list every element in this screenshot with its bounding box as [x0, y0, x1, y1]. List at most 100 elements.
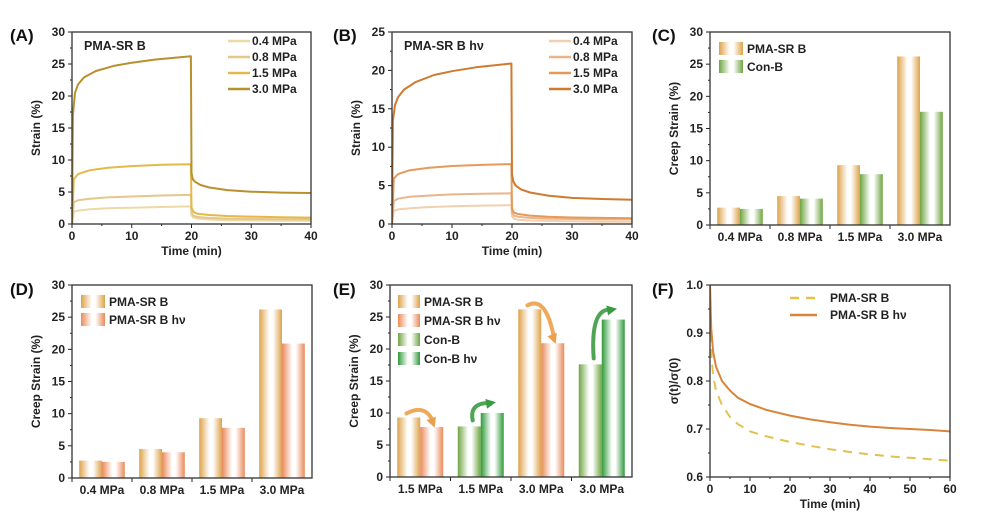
- bar-con-b: [800, 198, 823, 225]
- arrow-up-icon: [591, 307, 612, 361]
- y-tick-label: 0.6: [686, 470, 703, 484]
- x-axis-title: Time (min): [800, 497, 860, 511]
- x-tick-label: 30: [245, 229, 259, 243]
- bar-pma-sr-b: [717, 207, 740, 225]
- y-tick-label: 10: [52, 153, 66, 167]
- series-line-3-0-mpa: [72, 55, 311, 224]
- panel-label: (D): [10, 280, 34, 299]
- y-tick-label: 25: [690, 57, 704, 71]
- y-tick-label: 5: [376, 438, 383, 452]
- y-tick-label: 15: [370, 374, 384, 388]
- legend-swatch: [398, 352, 420, 365]
- y-tick-label: 30: [690, 25, 704, 39]
- series-line-pma-sr-b-h-: [710, 285, 950, 433]
- bar-con-b-h-: [480, 413, 504, 477]
- y-tick-label: 25: [52, 57, 66, 71]
- legend-swatch: [81, 295, 105, 308]
- legend-label: 3.0 MPa: [252, 82, 297, 96]
- y-tick-label: 10: [370, 406, 384, 420]
- legend-label: 0.8 MPa: [573, 50, 618, 64]
- y-tick-label: 25: [370, 310, 384, 324]
- legend-label: PMA-SR B hν: [830, 308, 907, 322]
- y-tick-label: 0: [376, 470, 383, 484]
- x-tick-label: 30: [565, 229, 579, 243]
- x-tick-label: 3.0 MPa: [898, 230, 943, 244]
- x-axis-title: Time (min): [482, 244, 542, 258]
- bar-pma-sr-b-h-: [420, 427, 444, 477]
- legend-label: PMA-SR B: [109, 295, 169, 309]
- legend-label: 0.8 MPa: [252, 50, 297, 64]
- legend-label: Con-B hν: [424, 352, 478, 366]
- legend-label: 3.0 MPa: [573, 82, 618, 96]
- y-axis-title: Creep Strain (%): [29, 335, 43, 428]
- x-tick-label: 20: [185, 229, 199, 243]
- y-tick-label: 20: [370, 342, 384, 356]
- x-tick-label: 40: [863, 482, 877, 496]
- y-tick-label: 0.7: [686, 422, 703, 436]
- bar-pma-sr-b: [79, 460, 102, 478]
- y-tick-label: 5: [58, 185, 65, 199]
- y-tick-label: 5: [378, 179, 385, 193]
- plot-frame: [389, 284, 633, 478]
- bar-pma-sr-b-h-: [282, 343, 305, 478]
- legend-swatch: [398, 314, 420, 327]
- inset-title: PMA-SR B hν: [404, 39, 484, 53]
- legend-swatch: [81, 313, 105, 326]
- bar-con-b: [457, 426, 481, 477]
- y-tick-label: 0: [378, 217, 385, 231]
- x-tick-label: 1.5 MPa: [398, 482, 443, 496]
- legend-label: PMA-SR B: [424, 295, 484, 309]
- y-axis-title: σ(t)/σ(0): [667, 358, 681, 404]
- x-tick-label: 0.8 MPa: [778, 230, 823, 244]
- y-tick-label: 30: [52, 278, 66, 292]
- x-tick-label: 10: [445, 229, 459, 243]
- plot-frame: [391, 31, 633, 225]
- y-tick-label: 0: [58, 471, 65, 485]
- x-axis-title: Time (min): [161, 244, 221, 258]
- y-tick-label: 10: [52, 407, 66, 421]
- bar-pma-sr-b: [259, 309, 282, 478]
- y-axis-title: Strain (%): [29, 100, 43, 156]
- legend-label: 1.5 MPa: [252, 66, 297, 80]
- y-tick-label: 5: [58, 439, 65, 453]
- panel-label: (F): [652, 280, 674, 299]
- arrow-up-icon: [470, 401, 491, 423]
- bar-con-b: [578, 364, 602, 477]
- plot-frame: [71, 284, 313, 479]
- legend-swatch: [719, 42, 743, 55]
- plot-frame: [71, 31, 312, 225]
- y-tick-label: 20: [372, 63, 386, 77]
- series-line-1-5-mpa: [72, 163, 311, 224]
- bar-pma-sr-b: [199, 418, 222, 478]
- y-tick-label: 10: [690, 154, 704, 168]
- x-tick-label: 0.8 MPa: [140, 483, 185, 497]
- x-tick-label: 20: [505, 229, 519, 243]
- y-tick-label: 20: [52, 89, 66, 103]
- bar-pma-sr-b-h-: [102, 461, 125, 478]
- bar-con-b: [740, 208, 763, 225]
- bar-con-b-h-: [601, 319, 625, 477]
- panel-d: (D) 0.4 MPa 0.8 MPa 1.5 MPa 3.0 MPa PMA-SR B P…: [10, 278, 313, 497]
- y-tick-label: 15: [52, 121, 66, 135]
- x-tick-label: 50: [903, 482, 917, 496]
- y-tick-label: 0: [696, 218, 703, 232]
- y-tick-label: 15: [372, 102, 386, 116]
- x-tick-label: 3.0 MPa: [579, 482, 624, 496]
- bar-pma-sr-b: [897, 56, 920, 225]
- bar-con-b: [920, 111, 943, 225]
- x-tick-label: 0.4 MPa: [80, 483, 125, 497]
- x-tick-label: 1.5 MPa: [458, 482, 503, 496]
- y-tick-label: 1.0: [686, 278, 703, 292]
- legend-label: PMA-SR B hν: [424, 314, 501, 328]
- series-line-3-0-mpa: [392, 62, 632, 224]
- x-tick-label: 0.4 MPa: [718, 230, 763, 244]
- x-tick-label: 0: [69, 229, 76, 243]
- plot-frame: [709, 31, 951, 226]
- bar-pma-sr-b: [777, 196, 800, 225]
- arrowhead-icon: [485, 398, 497, 409]
- x-tick-label: 30: [823, 482, 837, 496]
- legend-label: 1.5 MPa: [573, 66, 618, 80]
- bar-pma-sr-b: [837, 165, 860, 225]
- inset-title: PMA-SR B: [84, 39, 146, 53]
